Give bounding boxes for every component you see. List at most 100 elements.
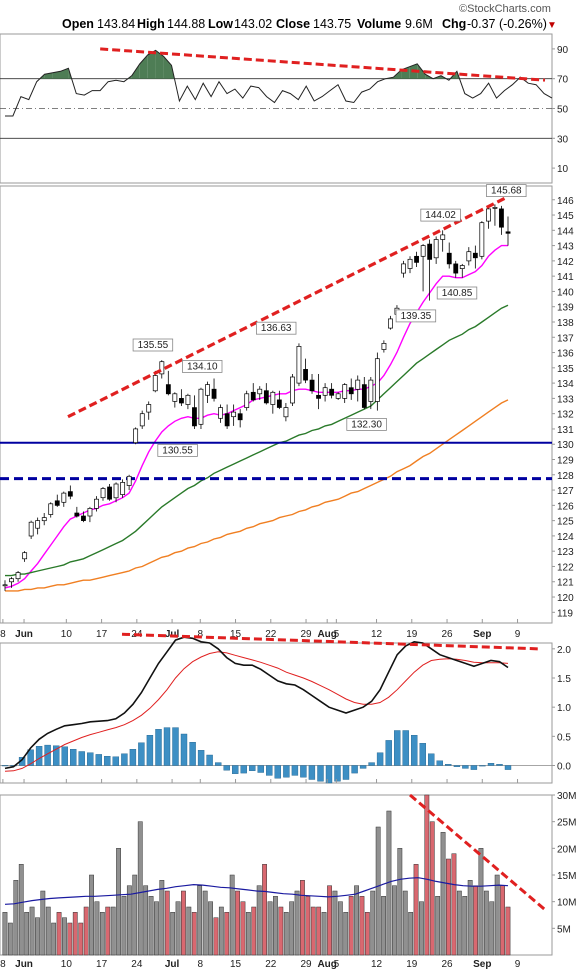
volume-x-label: Aug xyxy=(317,959,336,970)
candle xyxy=(420,244,426,292)
volume-bar xyxy=(229,874,235,956)
volume-bar xyxy=(424,794,430,956)
volume-bar xyxy=(305,896,311,956)
volume-bar xyxy=(35,917,40,956)
x-axis-label: 8 xyxy=(0,629,6,640)
macd-histogram-bar xyxy=(462,765,469,769)
volume-bar xyxy=(397,848,403,956)
x-axis-label: Jun xyxy=(15,629,33,640)
candle xyxy=(41,512,47,526)
macd-histogram-bar xyxy=(470,765,478,770)
candle-body xyxy=(296,346,302,384)
candle-body xyxy=(139,413,145,427)
volume-bar xyxy=(51,922,57,956)
candle xyxy=(15,571,21,582)
volume-bar xyxy=(83,906,89,956)
candle xyxy=(133,427,139,445)
price-label: 135.55 xyxy=(138,340,169,351)
candle-body xyxy=(381,343,387,350)
candle-body xyxy=(276,399,282,408)
price-label: 136.63 xyxy=(261,323,292,334)
candle xyxy=(28,520,34,539)
volume-bar xyxy=(435,896,441,956)
candle xyxy=(290,373,295,407)
volume-bar xyxy=(467,880,473,956)
volume-bar xyxy=(78,922,84,956)
volume-bar xyxy=(483,890,489,956)
macd-signal-line xyxy=(4,651,509,772)
price-label-box xyxy=(436,286,478,300)
candle-body xyxy=(211,388,217,399)
x-axis-label: 15 xyxy=(230,629,242,640)
macd-histogram-bar xyxy=(308,765,316,780)
candle-body xyxy=(472,252,478,259)
price-tick-label: 133 xyxy=(557,394,574,405)
volume-bar xyxy=(462,896,468,956)
macd-histogram-bar xyxy=(35,746,43,766)
candle-body xyxy=(374,358,380,402)
ma-line-3 xyxy=(5,399,509,592)
x-axis-label: 12 xyxy=(371,629,383,640)
volume-bar xyxy=(191,912,197,956)
macd-histogram-bar xyxy=(504,765,512,770)
candle xyxy=(205,381,210,403)
candle xyxy=(276,390,282,410)
candle xyxy=(231,404,237,426)
x-axis-label: 9 xyxy=(515,629,521,640)
rsi-overbought-fill xyxy=(147,50,156,79)
rsi-tick-label: 70 xyxy=(557,75,569,86)
volume-bar xyxy=(24,912,30,956)
volume-bar xyxy=(392,885,397,956)
volume-bar xyxy=(402,890,408,956)
candle xyxy=(381,340,387,353)
candle-body xyxy=(133,428,139,444)
volume-x-label: Jul xyxy=(165,959,180,970)
macd-histogram-bar xyxy=(283,765,290,778)
x-axis-label: 29 xyxy=(300,629,312,640)
volume-bar xyxy=(67,922,73,956)
candle xyxy=(355,375,361,402)
candle-body xyxy=(107,486,112,500)
high-value: 144.88 xyxy=(167,17,205,31)
candle xyxy=(446,242,452,269)
candle xyxy=(472,245,478,269)
candle xyxy=(94,496,99,512)
macd-panel: 2.0 1.5 1.0 0.5 0.0 xyxy=(0,632,571,784)
candle-body xyxy=(172,393,178,402)
volume-panel: 30M 25M 20M 15M 10M 5M 8 Jun 10 17 24 Jul 8 15 22 29 Aug… xyxy=(0,791,576,970)
volume-bar xyxy=(381,896,386,956)
volume-x-label: 17 xyxy=(96,959,108,970)
down-arrow-icon: ▼ xyxy=(547,20,557,31)
candle xyxy=(87,506,93,523)
candle xyxy=(107,483,112,501)
candle-body xyxy=(466,251,472,262)
volume-bar xyxy=(126,885,132,956)
candle-body xyxy=(316,394,321,399)
candle-body xyxy=(342,384,348,399)
volume-x-label: 29 xyxy=(300,959,312,970)
ohlc-summary: Open 143.84 High 144.88 Low 143.02 Close… xyxy=(62,17,557,31)
candle xyxy=(440,230,446,252)
candle xyxy=(335,392,341,400)
volume-bar xyxy=(159,880,165,956)
volume-bar xyxy=(440,832,446,956)
close-label: Close xyxy=(276,17,310,31)
macd-histogram-bar xyxy=(129,749,137,766)
price-label-box xyxy=(395,309,437,323)
macd-histogram-bar xyxy=(376,752,384,766)
candle-body xyxy=(446,252,452,265)
price-tick-label: 141 xyxy=(557,272,574,283)
candle-body xyxy=(329,388,335,396)
macd-histogram-bar xyxy=(249,765,256,772)
price-tick-label: 127 xyxy=(557,486,574,497)
candle-body xyxy=(146,404,152,413)
candle-body xyxy=(22,552,28,560)
volume-bar xyxy=(294,890,300,956)
candle-body xyxy=(94,498,99,509)
volume-bar xyxy=(29,906,35,956)
volume-trendline xyxy=(409,793,546,911)
candle-body xyxy=(505,231,511,234)
price-label-box xyxy=(420,208,461,222)
candle xyxy=(283,402,289,422)
candle xyxy=(368,376,374,410)
